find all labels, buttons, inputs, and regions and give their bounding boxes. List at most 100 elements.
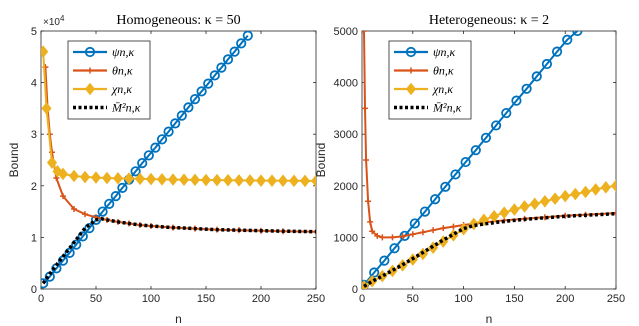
data-point-plus [408,67,414,74]
data-point-plus [365,198,372,205]
data-point-diamond [499,206,510,219]
data-point-diamond [200,173,212,187]
y-axis-label: Bound [314,143,328,178]
data-point-circle [84,46,96,58]
data-point-plus [313,228,316,235]
x-tick-label: 150 [505,293,523,305]
data-point-circle [176,110,187,121]
data-point-circle [405,46,417,58]
data-point-circle [379,255,390,266]
data-point-diamond [489,209,500,223]
data-point-diamond [288,174,300,188]
data-point-diamond [41,45,49,58]
data-point-circle [183,102,194,113]
data-point-plus [367,218,374,225]
data-point-diamond [529,197,540,211]
data-point-diamond [41,102,52,115]
x-tick-label: 200 [252,293,270,305]
series-line-4 [363,211,616,288]
data-point-circle [450,169,461,180]
data-point-circle [84,223,95,234]
data-point-plus [440,225,447,232]
data-point-diamond [610,179,616,193]
y-tick-label: 4000 [334,78,358,90]
legend: ψn,κ θn,κ χn,κ M̄²n,κ [388,40,472,120]
x-tick-label: 250 [307,293,325,305]
data-point-circle [203,78,214,89]
data-point-plus [362,105,369,112]
data-point-diamond [112,172,124,185]
series-line-1 [363,31,579,286]
data-point-diamond [90,171,102,184]
data-point-circle [137,157,148,169]
y-tick-label: 3 [31,129,37,141]
y-tick-label: 1 [31,232,37,244]
data-point-plus [369,228,376,235]
data-point-diamond [549,192,561,206]
data-point-plus [363,157,370,163]
data-point-diamond [79,170,91,184]
data-point-plus [82,211,88,218]
legend-box [388,40,472,120]
data-point-diamond [539,194,550,208]
data-point-diamond [266,174,278,187]
chart-panel-1: 0 50 100 150 200 250 0 1 2 3 4 5 ×104 Homogeneous: κ … [7,13,325,326]
data-point-circle [541,58,553,70]
legend-label-3: χn,κ [432,82,453,96]
x-tick-label: 0 [38,293,44,305]
y-exponent-label: ×104 [43,14,65,28]
chart-panel-2: 0 50 100 150 200 250 0 1000 2000 3000 4000 5000 Hete… [314,13,625,326]
data-point-circle [71,239,82,250]
data-point-circle [551,46,563,57]
y-tick-label: 2 [31,181,37,193]
data-point-circle [156,134,168,145]
data-point-diamond [560,189,571,203]
data-point-diamond [570,187,581,201]
data-point-circle [97,206,108,217]
data-point-circle [491,120,502,131]
data-point-circle [110,191,121,202]
data-point-circle [236,38,247,49]
legend-label-2: θn,κ [112,64,133,78]
data-point-diamond [222,173,234,187]
data-point-circle [409,218,420,229]
data-point-diamond [299,174,311,188]
x-tick-label: 50 [90,293,102,305]
data-point-circle [130,166,141,177]
x-tick-label: 0 [359,293,365,305]
data-point-circle [170,118,181,129]
y-tick-label: 2000 [334,181,358,193]
legend-label-1: ψn,κ [433,45,455,59]
x-tick-label: 50 [407,293,419,305]
data-point-circle [77,231,88,242]
data-point-diamond [189,173,201,187]
data-point-diamond [68,169,80,183]
data-point-circle [229,46,240,57]
data-point-diamond [277,174,289,188]
data-point-plus [379,234,386,241]
series-line-4 [41,217,316,285]
data-point-circle [480,132,492,143]
legend-label-2: θn,κ [433,64,454,78]
x-tick-label: 100 [142,293,160,305]
chart-title: Homogeneous: κ = 50 [116,13,240,28]
data-point-plus [399,233,406,240]
data-point-diamond [46,156,58,169]
series-group [41,31,316,289]
data-point-diamond [101,171,113,185]
data-point-plus [71,206,77,213]
data-point-diamond [84,82,96,96]
data-point-circle [511,95,522,106]
data-point-circle [430,194,441,205]
legend-label-1: ψn,κ [112,45,134,59]
data-point-circle [216,62,227,73]
data-point-diamond [178,173,190,187]
data-point-diamond [255,174,267,187]
x-tick-label: 150 [197,293,215,305]
data-point-plus [374,232,381,239]
data-point-diamond [519,200,530,213]
data-point-plus [409,231,416,238]
data-point-circle [143,150,154,161]
data-point-diamond [145,172,157,186]
